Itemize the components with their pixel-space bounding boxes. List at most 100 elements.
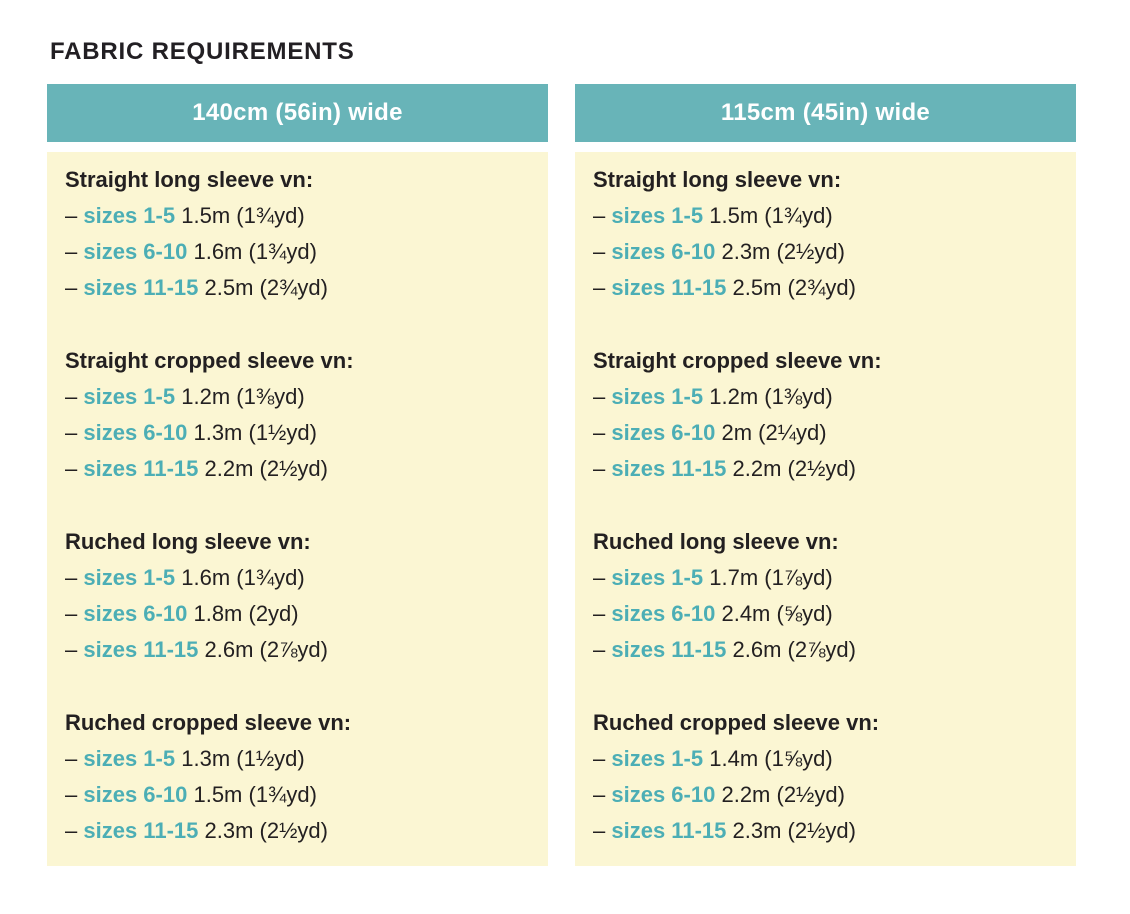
dash: – — [593, 203, 606, 228]
size-row: – sizes 1-5 1.2m (1⅜yd) — [65, 379, 534, 415]
dash: – — [65, 601, 78, 626]
size-row: – sizes 11-15 2.6m (2⅞yd) — [65, 632, 534, 668]
fabric-amount: 2m (2¼yd) — [721, 420, 827, 445]
fabric-amount: 2.5m (2¾yd) — [732, 275, 856, 300]
fabric-amount: 2.2m (2½yd) — [732, 456, 856, 481]
size-row: – sizes 1-5 1.7m (1⅞yd) — [593, 560, 1062, 596]
fabric-amount: 2.3m (2½yd) — [721, 239, 845, 264]
section-ruched-long-sleeve: Ruched long sleeve vn: – sizes 1-5 1.7m … — [593, 524, 1062, 668]
fabric-amount: 1.3m (1½yd) — [193, 420, 317, 445]
section-ruched-cropped-sleeve: Ruched cropped sleeve vn: – sizes 1-5 1.… — [65, 705, 534, 849]
dash: – — [65, 420, 78, 445]
column-panel-115cm: Straight long sleeve vn: – sizes 1-5 1.5… — [575, 152, 1076, 866]
section-ruched-long-sleeve: Ruched long sleeve vn: – sizes 1-5 1.6m … — [65, 524, 534, 668]
size-range: sizes 1-5 — [611, 203, 704, 228]
fabric-amount: 1.2m (1⅜yd) — [181, 384, 305, 409]
size-range: sizes 11-15 — [611, 275, 727, 300]
size-range: sizes 11-15 — [611, 637, 727, 662]
dash: – — [593, 420, 606, 445]
section-straight-cropped-sleeve: Straight cropped sleeve vn: – sizes 1-5 … — [65, 343, 534, 487]
dash: – — [593, 637, 606, 662]
size-row: – sizes 6-10 2.3m (2½yd) — [593, 234, 1062, 270]
dash: – — [65, 746, 78, 771]
size-row: – sizes 6-10 1.8m (2yd) — [65, 596, 534, 632]
dash: – — [593, 601, 606, 626]
fabric-amount: 1.4m (1⅝yd) — [709, 746, 833, 771]
fabric-amount: 2.2m (2½yd) — [721, 782, 845, 807]
size-range: sizes 1-5 — [83, 565, 176, 590]
size-range: sizes 1-5 — [611, 565, 704, 590]
size-range: sizes 6-10 — [611, 239, 716, 264]
size-range: sizes 1-5 — [83, 384, 176, 409]
size-row: – sizes 1-5 1.2m (1⅜yd) — [593, 379, 1062, 415]
size-range: sizes 6-10 — [83, 601, 188, 626]
size-range: sizes 1-5 — [83, 746, 176, 771]
column-panel-140cm: Straight long sleeve vn: – sizes 1-5 1.5… — [47, 152, 548, 866]
dash: – — [593, 275, 606, 300]
column-header-115cm: 115cm (45in) wide — [575, 84, 1076, 142]
dash: – — [65, 637, 78, 662]
size-row: – sizes 6-10 1.6m (1¾yd) — [65, 234, 534, 270]
dash: – — [65, 456, 78, 481]
section-heading: Straight long sleeve vn: — [65, 167, 314, 192]
size-row: – sizes 11-15 2.5m (2¾yd) — [593, 270, 1062, 306]
fabric-amount: 1.7m (1⅞yd) — [709, 565, 833, 590]
column-115cm: 115cm (45in) wide Straight long sleeve v… — [575, 84, 1076, 866]
fabric-amount: 2.6m (2⅞yd) — [204, 637, 328, 662]
size-range: sizes 6-10 — [83, 420, 188, 445]
fabric-amount: 2.3m (2½yd) — [204, 818, 328, 843]
section-straight-long-sleeve: Straight long sleeve vn: – sizes 1-5 1.5… — [65, 162, 534, 306]
dash: – — [593, 456, 606, 481]
size-row: – sizes 1-5 1.5m (1¾yd) — [65, 198, 534, 234]
size-range: sizes 1-5 — [611, 746, 704, 771]
size-range: sizes 6-10 — [611, 782, 716, 807]
dash: – — [65, 782, 78, 807]
dash: – — [65, 239, 78, 264]
size-row: – sizes 6-10 1.3m (1½yd) — [65, 415, 534, 451]
fabric-amount: 2.4m (⅝yd) — [721, 601, 833, 626]
size-row: – sizes 11-15 2.5m (2¾yd) — [65, 270, 534, 306]
dash: – — [65, 818, 78, 843]
size-range: sizes 11-15 — [611, 818, 727, 843]
section-heading: Straight cropped sleeve vn: — [65, 348, 354, 373]
fabric-amount: 1.8m (2yd) — [193, 601, 299, 626]
page-title: FABRIC REQUIREMENTS — [50, 38, 355, 65]
size-range: sizes 6-10 — [611, 420, 716, 445]
dash: – — [593, 239, 606, 264]
fabric-amount: 2.2m (2½yd) — [204, 456, 328, 481]
size-range: sizes 11-15 — [83, 275, 199, 300]
section-heading: Ruched cropped sleeve vn: — [65, 710, 352, 735]
size-range: sizes 11-15 — [83, 456, 199, 481]
fabric-amount: 1.2m (1⅜yd) — [709, 384, 833, 409]
dash: – — [65, 384, 78, 409]
size-row: – sizes 6-10 2.4m (⅝yd) — [593, 596, 1062, 632]
size-row: – sizes 1-5 1.3m (1½yd) — [65, 741, 534, 777]
size-row: – sizes 6-10 1.5m (1¾yd) — [65, 777, 534, 813]
size-range: sizes 6-10 — [83, 239, 188, 264]
dash: – — [593, 384, 606, 409]
section-straight-long-sleeve: Straight long sleeve vn: – sizes 1-5 1.5… — [593, 162, 1062, 306]
fabric-amount: 1.5m (1¾yd) — [181, 203, 305, 228]
section-straight-cropped-sleeve: Straight cropped sleeve vn: – sizes 1-5 … — [593, 343, 1062, 487]
size-row: – sizes 11-15 2.2m (2½yd) — [65, 451, 534, 487]
size-row: – sizes 11-15 2.6m (2⅞yd) — [593, 632, 1062, 668]
dash: – — [65, 565, 78, 590]
section-heading: Straight long sleeve vn: — [593, 167, 842, 192]
fabric-amount: 2.5m (2¾yd) — [204, 275, 328, 300]
fabric-amount: 1.6m (1¾yd) — [193, 239, 317, 264]
column-header-140cm: 140cm (56in) wide — [47, 84, 548, 142]
size-range: sizes 6-10 — [611, 601, 716, 626]
columns-container: 140cm (56in) wide Straight long sleeve v… — [47, 84, 1076, 866]
size-row: – sizes 11-15 2.3m (2½yd) — [65, 813, 534, 849]
size-range: sizes 6-10 — [83, 782, 188, 807]
fabric-amount: 1.3m (1½yd) — [181, 746, 305, 771]
section-ruched-cropped-sleeve: Ruched cropped sleeve vn: – sizes 1-5 1.… — [593, 705, 1062, 849]
section-heading: Ruched cropped sleeve vn: — [593, 710, 880, 735]
section-heading: Ruched long sleeve vn: — [65, 529, 311, 554]
dash: – — [65, 203, 78, 228]
size-row: – sizes 6-10 2m (2¼yd) — [593, 415, 1062, 451]
fabric-amount: 1.5m (1¾yd) — [193, 782, 317, 807]
dash: – — [593, 782, 606, 807]
size-row: – sizes 11-15 2.2m (2½yd) — [593, 451, 1062, 487]
section-heading: Straight cropped sleeve vn: — [593, 348, 882, 373]
